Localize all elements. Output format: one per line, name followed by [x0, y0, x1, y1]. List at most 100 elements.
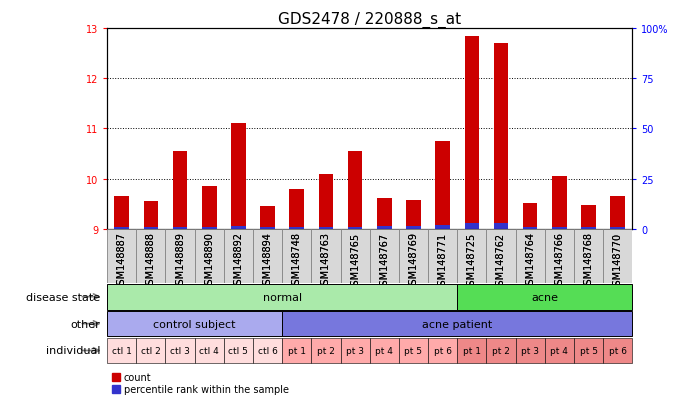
- Text: ctl 3: ctl 3: [170, 346, 190, 355]
- Bar: [290, 189, 304, 229]
- Text: GSM148771: GSM148771: [437, 232, 448, 291]
- Bar: [341, 229, 370, 283]
- Text: ctl 1: ctl 1: [112, 346, 131, 355]
- Bar: [377, 226, 392, 229]
- Bar: [428, 229, 457, 283]
- Bar: [574, 229, 603, 283]
- Text: GSM148766: GSM148766: [554, 232, 565, 291]
- Bar: [457, 284, 632, 310]
- Bar: [406, 200, 421, 229]
- Bar: [515, 338, 545, 363]
- Bar: [115, 227, 129, 229]
- Bar: [107, 284, 457, 310]
- Bar: [348, 152, 362, 229]
- Bar: [173, 227, 187, 229]
- Text: acne: acne: [531, 292, 558, 302]
- Bar: [136, 229, 165, 283]
- Text: GSM148766: GSM148766: [554, 232, 565, 291]
- Text: GSM148725: GSM148725: [467, 232, 477, 291]
- Text: GSM148892: GSM148892: [234, 232, 243, 291]
- Text: GSM148768: GSM148768: [583, 232, 594, 291]
- Text: pt 3: pt 3: [521, 346, 539, 355]
- Text: pt 2: pt 2: [492, 346, 510, 355]
- Text: pt 4: pt 4: [551, 346, 568, 355]
- Text: GSM148725: GSM148725: [467, 232, 477, 291]
- Bar: [261, 206, 275, 229]
- Bar: [515, 229, 545, 283]
- Bar: [107, 311, 282, 337]
- Text: pt 3: pt 3: [346, 346, 364, 355]
- Bar: [370, 229, 399, 283]
- Bar: [253, 338, 282, 363]
- Bar: [435, 225, 450, 229]
- Text: pt 5: pt 5: [580, 346, 598, 355]
- Bar: [545, 338, 574, 363]
- Bar: [144, 202, 158, 229]
- Bar: [115, 197, 129, 229]
- Bar: [523, 203, 538, 229]
- Text: GSM148769: GSM148769: [408, 232, 419, 291]
- Bar: [136, 338, 165, 363]
- Bar: [348, 227, 362, 229]
- Bar: [464, 223, 479, 229]
- Bar: [312, 229, 341, 283]
- Bar: [523, 227, 538, 229]
- Text: GSM148763: GSM148763: [321, 232, 331, 291]
- Text: ctl 6: ctl 6: [258, 346, 278, 355]
- Bar: [399, 229, 428, 283]
- Bar: [282, 229, 312, 283]
- Text: GSM148887: GSM148887: [117, 232, 126, 291]
- Bar: [173, 152, 187, 229]
- Text: GSM148887: GSM148887: [117, 232, 126, 291]
- Bar: [457, 229, 486, 283]
- Bar: [261, 227, 275, 229]
- Text: acne patient: acne patient: [422, 319, 492, 329]
- Bar: [581, 227, 596, 229]
- Text: other: other: [70, 319, 100, 329]
- Text: GSM148770: GSM148770: [613, 232, 623, 291]
- Bar: [224, 338, 253, 363]
- Text: control subject: control subject: [153, 319, 236, 329]
- Bar: [545, 229, 574, 283]
- Bar: [457, 338, 486, 363]
- Bar: [464, 36, 479, 229]
- Text: pt 4: pt 4: [375, 346, 393, 355]
- Text: GSM148892: GSM148892: [234, 232, 243, 291]
- Bar: [282, 311, 632, 337]
- Text: GSM148894: GSM148894: [263, 232, 272, 291]
- Text: pt 6: pt 6: [609, 346, 627, 355]
- Bar: [253, 229, 282, 283]
- Bar: [603, 229, 632, 283]
- Bar: [224, 229, 253, 283]
- Bar: [282, 338, 312, 363]
- Text: individual: individual: [46, 346, 100, 356]
- Bar: [406, 226, 421, 229]
- Text: GSM148748: GSM148748: [292, 232, 302, 291]
- Bar: [574, 338, 603, 363]
- Text: pt 2: pt 2: [317, 346, 335, 355]
- Text: pt 6: pt 6: [434, 346, 452, 355]
- Text: GSM148765: GSM148765: [350, 232, 360, 291]
- Text: GSM148888: GSM148888: [146, 232, 156, 291]
- Text: GSM148889: GSM148889: [175, 232, 185, 291]
- Bar: [610, 197, 625, 229]
- Text: GSM148762: GSM148762: [496, 232, 506, 291]
- Bar: [341, 338, 370, 363]
- Bar: [493, 44, 509, 229]
- Text: ctl 4: ctl 4: [199, 346, 219, 355]
- Text: ctl 2: ctl 2: [141, 346, 161, 355]
- Text: GSM148888: GSM148888: [146, 232, 156, 291]
- Bar: [319, 174, 333, 229]
- Bar: [399, 338, 428, 363]
- Title: GDS2478 / 220888_s_at: GDS2478 / 220888_s_at: [278, 12, 462, 28]
- Bar: [231, 124, 246, 229]
- Text: normal: normal: [263, 292, 302, 302]
- Bar: [312, 338, 341, 363]
- Bar: [435, 142, 450, 229]
- Bar: [144, 227, 158, 229]
- Bar: [231, 226, 246, 229]
- Bar: [428, 338, 457, 363]
- Bar: [486, 229, 515, 283]
- Text: GSM148769: GSM148769: [408, 232, 419, 291]
- Text: pt 1: pt 1: [287, 346, 305, 355]
